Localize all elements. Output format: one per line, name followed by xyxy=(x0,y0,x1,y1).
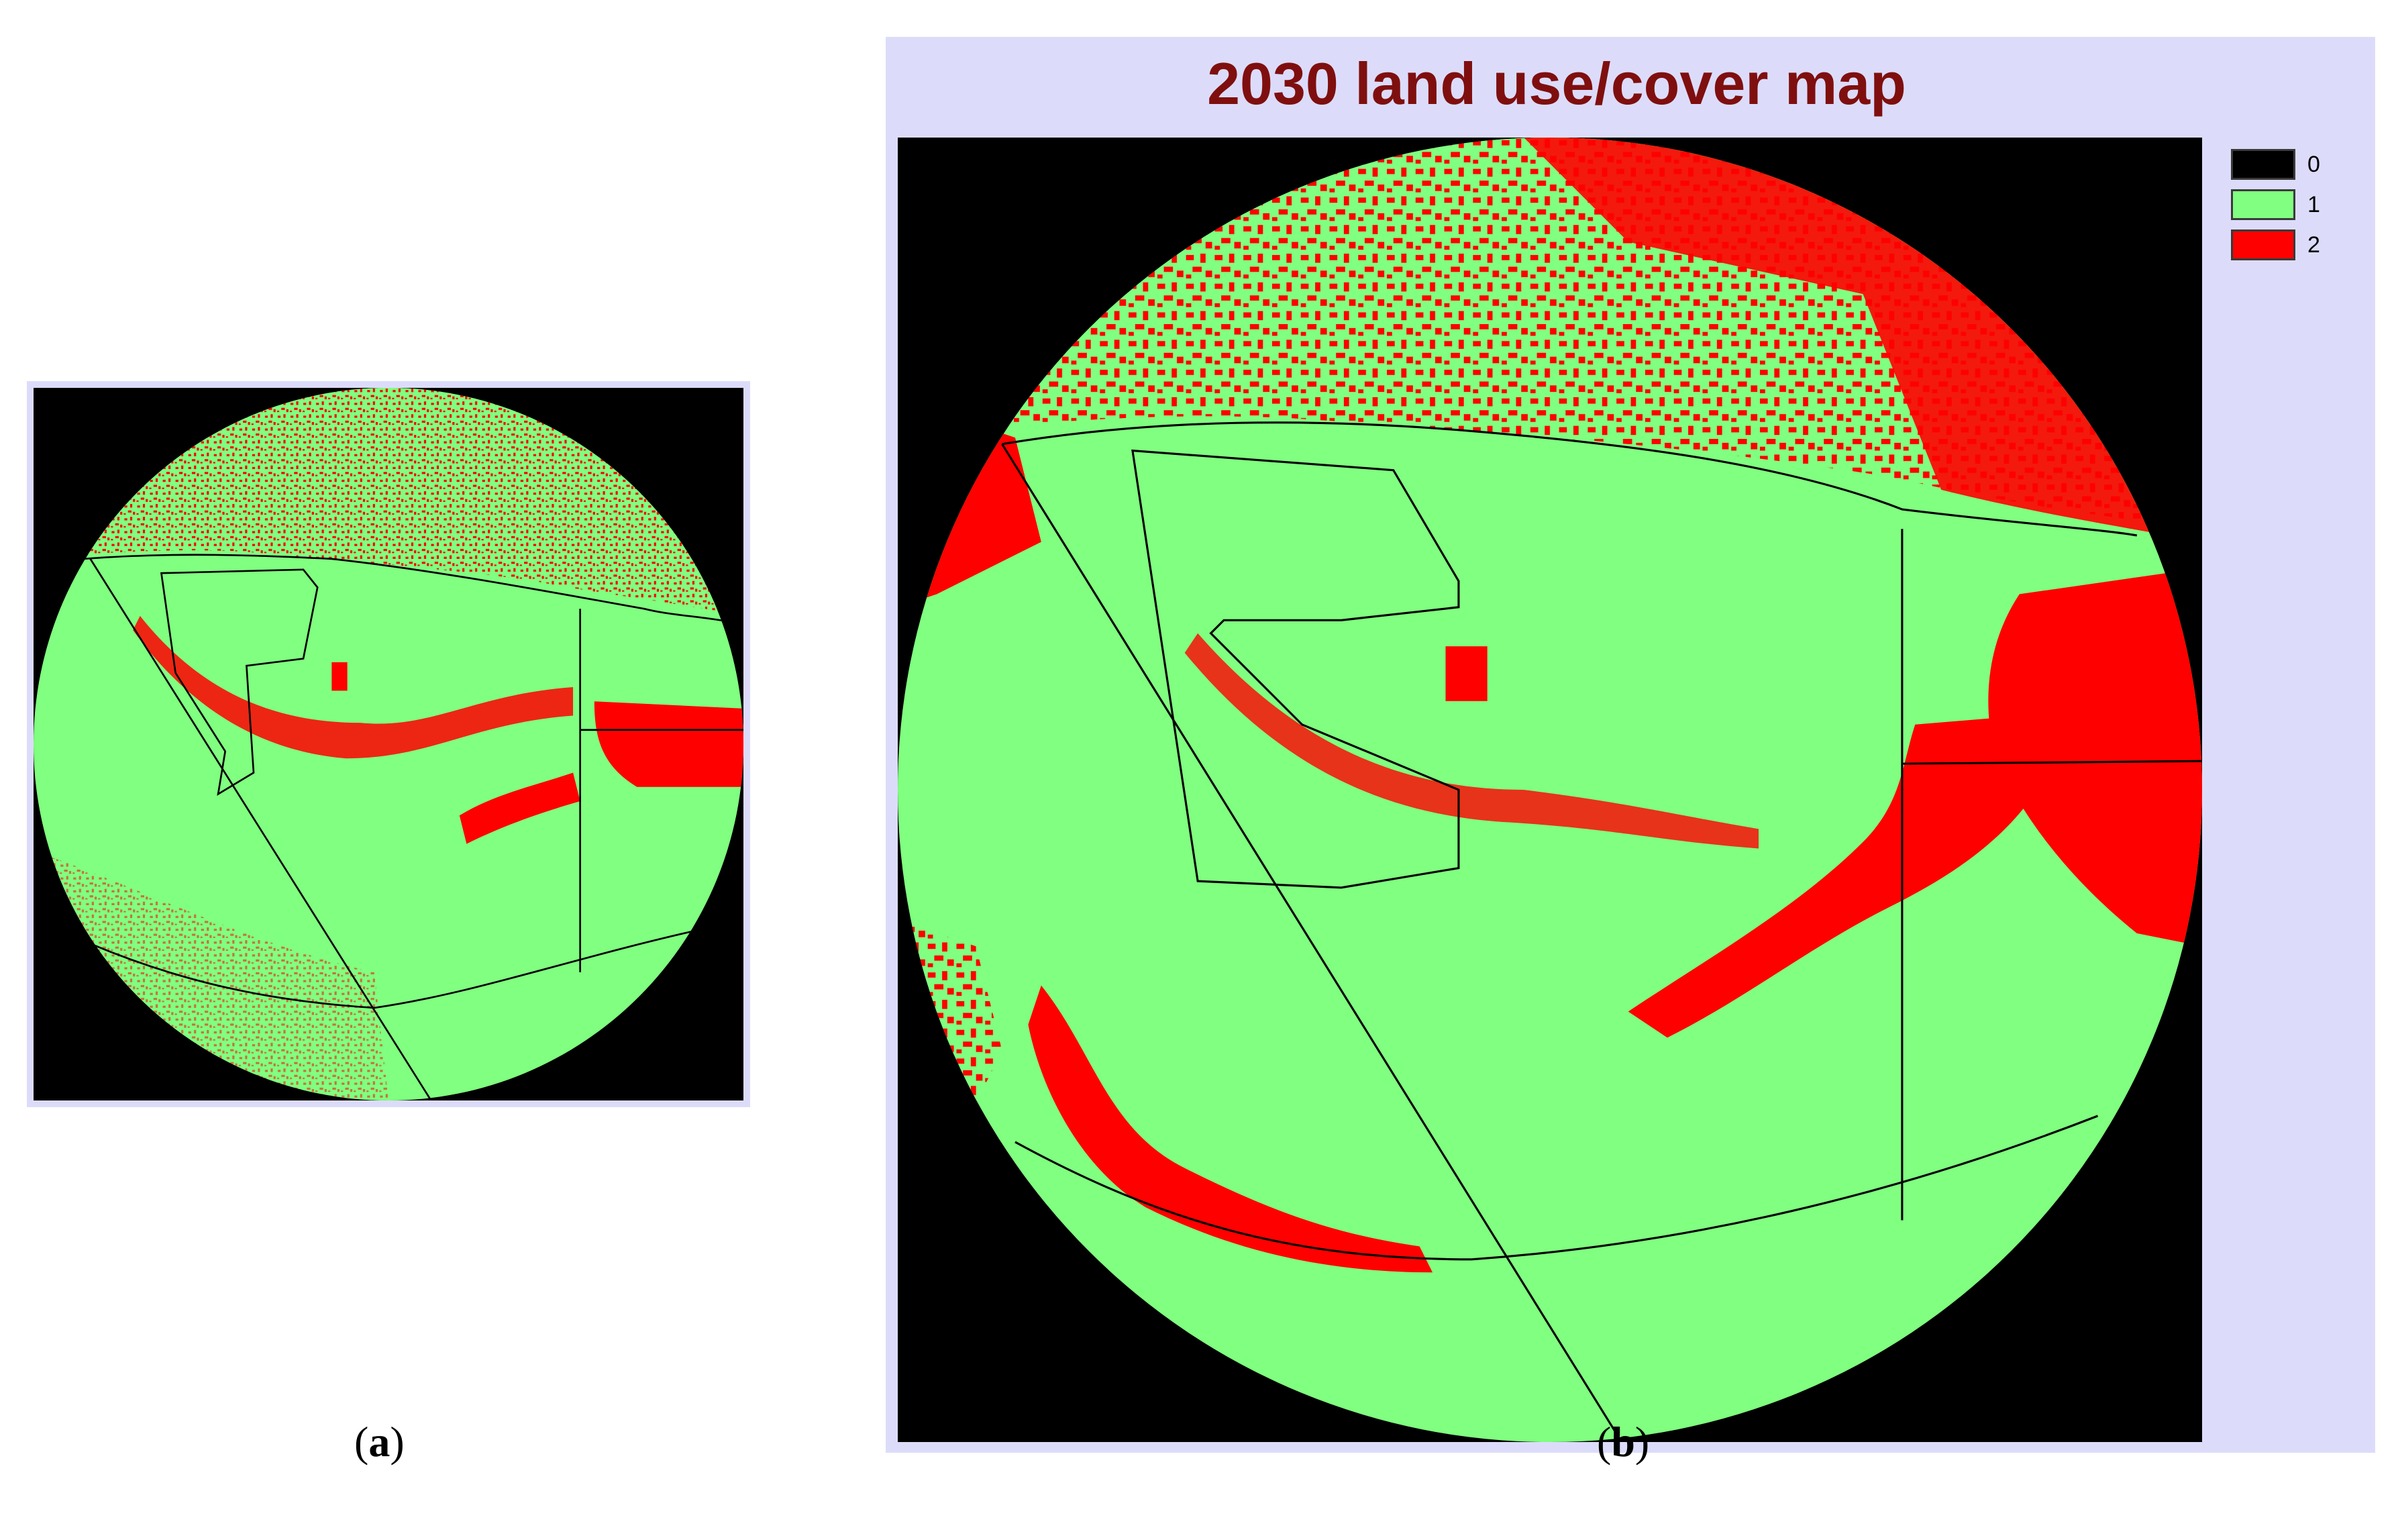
legend-swatch-1 xyxy=(2231,189,2295,220)
central-east-red-corridor xyxy=(1628,711,2072,1038)
legend-swatch-2 xyxy=(2231,229,2295,260)
map-graphic-b xyxy=(898,138,2202,1442)
map-title: 2030 land use/cover map xyxy=(1207,50,1906,117)
eastern-red-patch-a xyxy=(594,701,743,787)
boundary-lines-b xyxy=(1001,421,2202,1442)
legend-item-1: 1 xyxy=(2231,185,2320,225)
southwest-red-corridor xyxy=(1028,985,1433,1273)
land-cover-map-a xyxy=(34,388,743,1100)
boundary-lines-a xyxy=(83,554,743,1100)
small-red-block-a xyxy=(331,662,348,691)
caption-a: (a) xyxy=(354,1418,405,1466)
caption-b: (b) xyxy=(1597,1418,1650,1466)
central-red-patch-a xyxy=(459,772,580,844)
legend-label-1: 1 xyxy=(2307,191,2320,217)
map-legend: 0 1 2 xyxy=(2231,144,2320,265)
river-corridor-b xyxy=(1184,633,1759,849)
map-panel-b: 2030 land use/cover map xyxy=(886,37,2375,1453)
legend-item-0: 0 xyxy=(2231,144,2320,185)
legend-label-0: 0 xyxy=(2307,151,2320,177)
map-graphic-a xyxy=(34,388,743,1100)
legend-swatch-0 xyxy=(2231,149,2295,180)
eastern-red-zone xyxy=(1988,568,2202,947)
river-corridor-a xyxy=(133,615,574,759)
map-panel-a xyxy=(27,381,750,1107)
small-red-block-b xyxy=(1445,646,1488,701)
legend-label-2: 2 xyxy=(2307,232,2320,258)
legend-item-2: 2 xyxy=(2231,225,2320,265)
land-cover-map-b xyxy=(898,138,2202,1442)
northern-mixed-zone xyxy=(34,388,743,616)
